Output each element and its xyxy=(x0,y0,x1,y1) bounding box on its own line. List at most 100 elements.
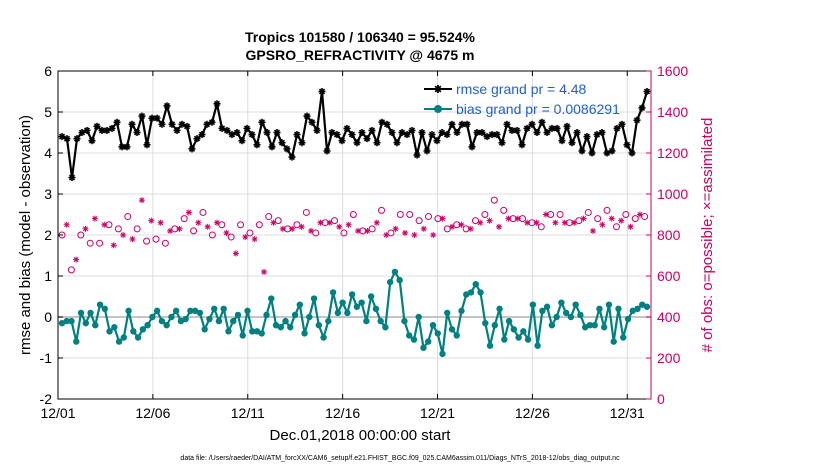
rmse-point xyxy=(623,141,631,149)
bias-point xyxy=(325,317,332,325)
obs-possible-point xyxy=(265,213,273,221)
bias-point xyxy=(467,289,475,296)
rmse-point xyxy=(258,118,266,126)
data-file-footnote: data file: /Users/raeder/DAI/ATM_forcXX/… xyxy=(180,455,620,462)
rmse-point xyxy=(428,131,436,139)
rmse-point xyxy=(133,129,141,136)
obs-assimilated-point xyxy=(552,219,559,226)
obs-assimilated-point xyxy=(73,256,80,263)
rmse-point xyxy=(348,131,356,139)
rmse-point xyxy=(493,131,501,139)
bias-point xyxy=(291,311,299,319)
bias-point xyxy=(168,313,175,321)
obs-assimilated-point xyxy=(467,225,474,232)
obs-assimilated-point xyxy=(279,225,286,232)
axes: 12/01 12/06 12/11 12/16 12/21 12/26 12/31 -2 -1 0… xyxy=(40,63,689,421)
bias-point xyxy=(520,328,527,335)
bias-point xyxy=(543,303,551,310)
rmse-point xyxy=(523,124,531,132)
obs-possible-point xyxy=(161,239,169,247)
obs-possible-point xyxy=(199,208,207,216)
bias-point xyxy=(353,303,361,310)
rmse-point xyxy=(383,120,391,128)
bias-point xyxy=(429,322,437,329)
chart-subtitle: GPSRO_REFRACTIVITY @ 4675 m xyxy=(246,47,475,63)
obs-assimilated-point xyxy=(167,227,174,234)
obs-assimilated-point xyxy=(580,215,587,222)
bias-point xyxy=(562,309,570,317)
bias-point xyxy=(77,309,85,317)
obs-assimilated-point xyxy=(232,250,239,257)
y-tick-label-right: 0 xyxy=(657,391,665,407)
rmse-point xyxy=(568,139,576,147)
obs-possible-point xyxy=(143,237,151,245)
bias-point xyxy=(567,313,575,321)
obs-possible-point xyxy=(603,206,611,214)
bias-point xyxy=(206,315,213,323)
bias-point xyxy=(577,311,584,319)
obs-assimilated-point xyxy=(138,197,145,204)
obs-assimilated-point xyxy=(571,219,578,226)
rmse-point xyxy=(143,141,151,149)
bias-point xyxy=(434,330,441,337)
rmse-point xyxy=(393,139,401,147)
bias-point xyxy=(96,301,104,308)
obs-assimilated-point xyxy=(486,217,493,224)
bias-point xyxy=(172,307,180,315)
obs-count-series xyxy=(58,196,649,275)
obs-possible-point xyxy=(490,196,498,204)
bias-point xyxy=(377,317,384,325)
rmse-point xyxy=(168,120,176,128)
bias-point xyxy=(134,334,142,341)
rmse-point xyxy=(628,149,636,157)
obs-assimilated-point xyxy=(495,223,502,230)
obs-possible-point xyxy=(340,229,348,237)
bias-point xyxy=(534,342,541,349)
rmse-point xyxy=(208,118,216,126)
bias-point xyxy=(491,322,499,329)
bias-point xyxy=(386,278,394,286)
rmse-point xyxy=(263,129,271,136)
rmse-point xyxy=(83,126,91,134)
obs-assimilated-point xyxy=(589,227,596,234)
rmse-point xyxy=(473,129,481,136)
rmse-point xyxy=(153,114,161,122)
rmse-point xyxy=(188,145,196,153)
x-tick-label: 12/26 xyxy=(515,405,550,421)
bias-point xyxy=(610,338,617,345)
obs-assimilated-point xyxy=(185,209,192,216)
rmse-point xyxy=(423,147,431,155)
rmse-point xyxy=(638,104,646,112)
obs-assimilated-point xyxy=(411,232,418,238)
bias-point xyxy=(553,313,560,321)
rmse-point xyxy=(338,137,346,145)
bias-point xyxy=(239,332,246,339)
rmse-point xyxy=(193,135,201,143)
bias-point xyxy=(358,299,365,306)
obs-assimilated-point xyxy=(308,227,315,234)
rmse-point xyxy=(563,122,571,130)
obs-possible-point xyxy=(406,211,414,218)
rmse-point xyxy=(73,135,81,143)
rmse-point xyxy=(113,118,121,126)
rmse-point xyxy=(318,88,326,95)
rmse-point xyxy=(633,116,641,124)
bias-point xyxy=(439,350,446,358)
grid xyxy=(57,70,651,400)
bias-point xyxy=(472,281,479,288)
obs-assimilated-point xyxy=(355,227,362,234)
obs-assimilated-point xyxy=(542,211,549,218)
obs-assimilated-point xyxy=(223,229,230,236)
rmse-point xyxy=(598,129,606,136)
y-tick-label-left: 0 xyxy=(44,309,52,325)
bias-point xyxy=(344,309,351,317)
rmse-point xyxy=(528,120,536,128)
obs-possible-point xyxy=(415,217,423,225)
obs-assimilated-point xyxy=(402,229,409,236)
y-tick-label-right: 400 xyxy=(657,309,681,325)
bias-point xyxy=(558,299,565,306)
obs-assimilated-point xyxy=(204,223,211,230)
y-tick-label-left: -1 xyxy=(40,350,53,366)
rmse-point xyxy=(233,129,241,136)
obs-assimilated-point xyxy=(317,219,324,226)
